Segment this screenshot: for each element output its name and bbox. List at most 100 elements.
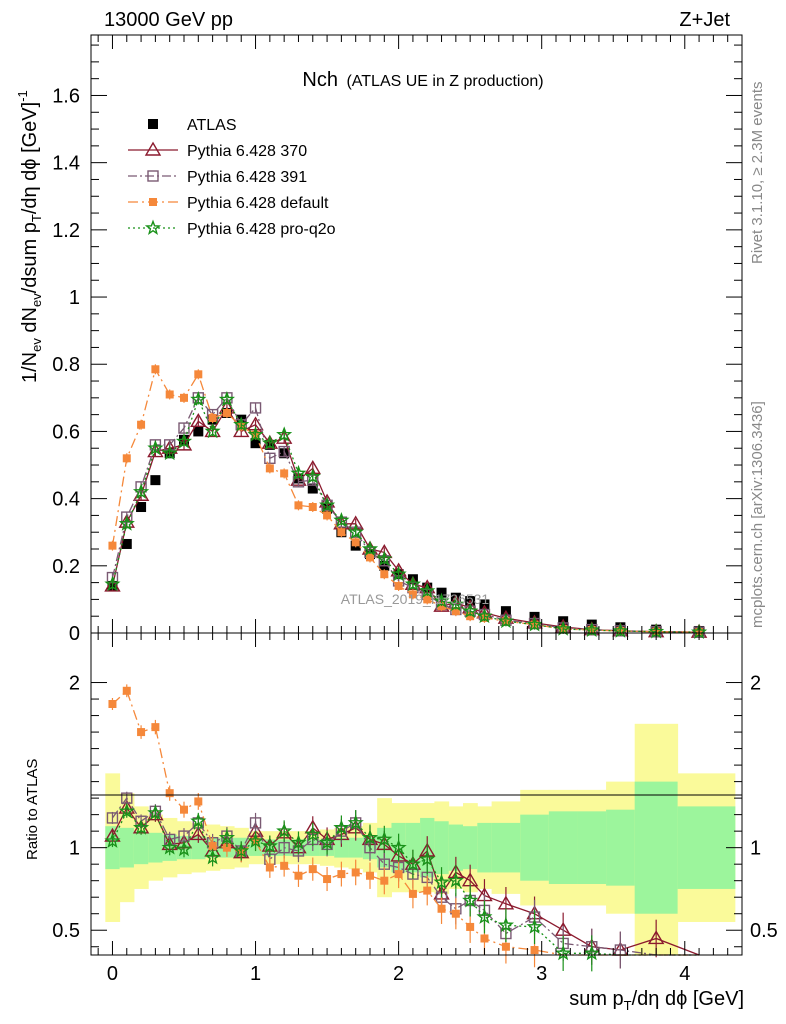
main-data-point	[361, 540, 379, 556]
main-data-point	[307, 483, 318, 494]
main-data-point	[180, 393, 188, 402]
ratio-data-point	[218, 829, 236, 845]
ratio-band-inner	[520, 814, 550, 881]
ratio-data-point	[323, 875, 332, 884]
main-data-point	[347, 523, 364, 540]
main-y-tick-label: 1.4	[52, 153, 80, 175]
ratio-series-line	[112, 689, 700, 956]
main-data-point	[118, 515, 135, 531]
ratio-data-point	[247, 832, 264, 848]
ratio-data-point	[333, 819, 350, 835]
ratio-data-point	[204, 849, 221, 865]
main-data-point	[278, 445, 290, 458]
ratio-data-point	[108, 700, 117, 709]
main-data-point	[165, 390, 174, 399]
ratio-band-inner	[191, 836, 206, 860]
x-tick-label: 4	[679, 963, 690, 985]
main-y-tick-label: 0.8	[52, 354, 80, 376]
plot-title-main: Nch	[302, 69, 338, 91]
ratio-data-point	[294, 871, 303, 880]
ratio-data-point	[394, 870, 403, 879]
ratio-data-point	[265, 863, 274, 872]
main-data-point	[304, 468, 321, 484]
ratio-data-point	[233, 842, 250, 858]
main-data-point	[323, 511, 332, 520]
main-data-point	[290, 464, 307, 481]
main-data-point	[423, 595, 432, 604]
main-data-point	[433, 592, 450, 608]
plot-title: Nch (ATLAS UE in Z production)	[302, 69, 543, 91]
ratio-data-point	[404, 855, 422, 872]
main-data-point	[121, 538, 132, 549]
main-data-point	[419, 582, 436, 598]
ratio-data-point	[347, 814, 364, 830]
ratio-data-point	[280, 861, 289, 870]
main-data-point	[466, 612, 475, 621]
ratio-data-point	[151, 723, 160, 732]
ratio-band-inner	[334, 837, 350, 858]
main-data-point	[222, 408, 231, 417]
main-data-point	[555, 620, 572, 636]
ratio-y-tick-label-right: 2	[750, 673, 761, 695]
ratio-data-point	[433, 873, 450, 890]
main-data-point	[351, 538, 360, 547]
main-data-point	[408, 590, 417, 599]
x-tick-label: 0	[107, 963, 118, 985]
ratio-data-point	[278, 841, 290, 854]
ratio-band-inner	[548, 811, 578, 884]
legend-label: Pythia 6.428 391	[187, 169, 307, 186]
main-data-point	[122, 454, 131, 463]
ratio-data-point	[583, 944, 600, 961]
ratio-data-point	[137, 728, 146, 737]
main-data-point	[264, 452, 276, 465]
main-data-point	[204, 422, 221, 439]
x-tick-label: 1	[250, 963, 261, 985]
ratio-data-point	[501, 942, 510, 951]
main-series-line	[111, 397, 700, 633]
main-data-point	[218, 390, 235, 407]
main-data-point	[151, 365, 160, 374]
main-y-tick-label: 1	[69, 287, 80, 309]
ratio-band-inner	[448, 824, 464, 871]
ratio-series-line	[111, 796, 700, 956]
ratio-data-point	[555, 944, 572, 961]
ratio-data-point	[319, 834, 336, 850]
ratio-band-inner	[434, 821, 450, 875]
ratio-data-point	[476, 908, 493, 924]
ratio-data-point	[390, 839, 407, 855]
ratio-series-line	[111, 810, 700, 956]
main-data-point	[476, 607, 493, 624]
main-data-point	[394, 581, 403, 590]
main-data-point	[447, 595, 464, 612]
main-data-point	[451, 607, 460, 616]
ratio-data-point	[249, 817, 262, 829]
legend-label: ATLAS	[187, 117, 237, 134]
x-tick-label: 2	[393, 963, 404, 985]
axis-tick-labels: 0 1 2 3 4 0 0.2 0.4 0.6 0.8 1 1.2 1.4 1.6 0.5 0.5 1 1 2 2	[52, 85, 778, 985]
main-data-point	[404, 575, 422, 592]
ratio-y-tick-label-left: 1	[69, 838, 80, 860]
main-data-point	[194, 370, 203, 379]
ratio-data-point	[408, 889, 417, 898]
ratio-data-point	[447, 872, 464, 888]
main-data-point	[175, 432, 193, 449]
plot-title-sub: (ATLAS UE in Z production)	[346, 73, 543, 90]
main-data-point	[497, 612, 514, 629]
legend-label: Pythia 6.428 pro-q2o	[187, 221, 336, 238]
x-axis-label: sum pT/dη dϕ [GeV]	[569, 988, 744, 1013]
legend-label: Pythia 6.428 default	[187, 195, 329, 212]
main-data-point	[437, 602, 446, 611]
main-data-point	[204, 423, 221, 438]
legend-marker	[144, 141, 162, 156]
ratio-band-inner	[348, 837, 364, 858]
ratio-data-point	[337, 870, 346, 879]
main-data-point	[280, 469, 289, 478]
ratio-y-tick-label-left: 0.5	[52, 920, 80, 942]
main-data-point	[366, 553, 374, 562]
main-data-point	[261, 434, 278, 451]
ratio-data-point	[133, 819, 150, 835]
main-data-point	[233, 416, 250, 432]
main-y-tick-label: 1.2	[52, 220, 80, 242]
ratio-data-point	[261, 837, 278, 853]
